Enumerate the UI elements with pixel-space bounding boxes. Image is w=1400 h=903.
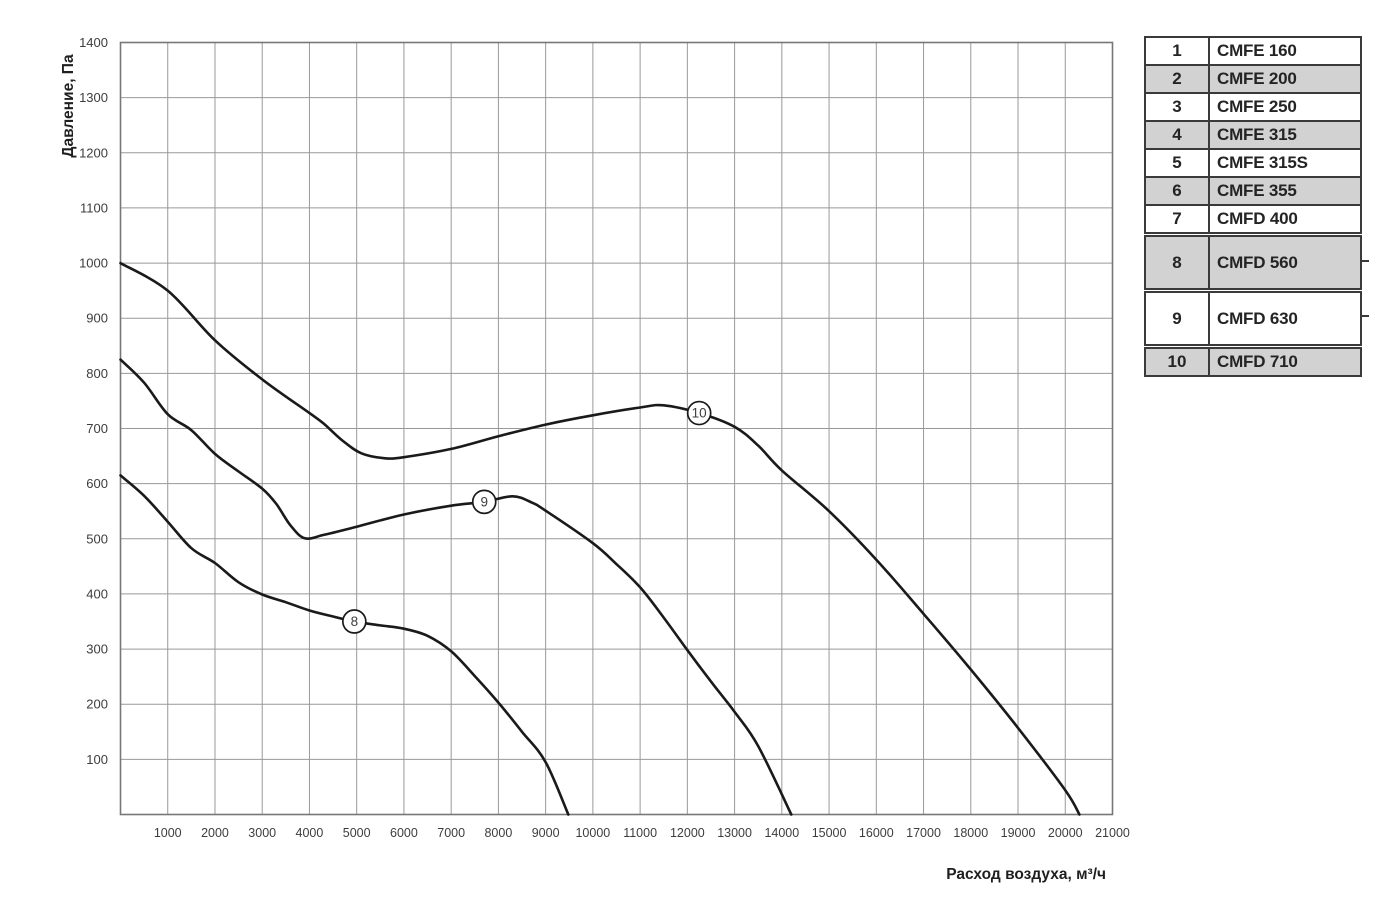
x-tick-label: 15000 [812, 826, 847, 840]
plot-border [119, 41, 1114, 816]
curve-marker-label-9: 9 [480, 494, 488, 509]
curve-10 [119, 261, 1081, 816]
y-tick-label: 1200 [79, 145, 108, 160]
legend-row-number: 6 [1172, 181, 1182, 200]
y-tick-label: 900 [86, 311, 108, 326]
legend-row: 7 CMFD 400 [1144, 204, 1362, 234]
x-tick-label: 16000 [859, 826, 894, 840]
model-legend-table: 1 CMFE 160 2 CMFE 200 3 CMFE 250 4 CMFE 315 5 CMF… [1144, 36, 1362, 377]
x-tick-label: 18000 [953, 826, 988, 840]
legend-row: 10 CMFD 710 [1144, 347, 1362, 377]
legend-row-model: CMFE 160 [1208, 38, 1360, 64]
legend-row-number: 7 [1172, 209, 1182, 228]
x-tick-label: 7000 [437, 826, 465, 840]
y-tick-label: 400 [86, 586, 108, 601]
legend-row-model: CMFD 710 [1208, 349, 1360, 375]
curve-marker-circle-10 [686, 400, 712, 426]
legend-row: 4 CMFE 315 [1144, 120, 1362, 150]
curve-marker-circle-9 [471, 489, 497, 515]
y-tick-label: 1300 [79, 90, 108, 105]
x-tick-label: 9000 [532, 826, 560, 840]
x-tick-label: 17000 [906, 826, 941, 840]
legend-row-number: 9 [1172, 308, 1182, 328]
legend-row-number: 5 [1172, 153, 1182, 172]
x-axis-title: Расход воздуха, м³/ч [946, 866, 1106, 883]
legend-row-model: CMFE 315S [1208, 150, 1360, 176]
x-tick-label: 8000 [484, 826, 512, 840]
x-tick-label: 14000 [764, 826, 799, 840]
legend-right-tick [1360, 260, 1369, 262]
y-tick-label: 1000 [79, 256, 108, 271]
x-tick-label: 2000 [201, 826, 229, 840]
curve-9 [119, 358, 793, 816]
legend-row: 3 CMFE 250 [1144, 92, 1362, 122]
x-tick-label: 11000 [623, 826, 657, 840]
x-tick-label: 13000 [717, 826, 752, 840]
y-tick-label: 300 [86, 642, 108, 657]
legend-row: 9 CMFD 630 [1144, 291, 1362, 346]
legend-row-number: 4 [1172, 125, 1182, 144]
y-tick-label: 500 [86, 531, 108, 546]
x-tick-label: 4000 [296, 826, 324, 840]
y-axis-title: Давление, Па [60, 54, 77, 158]
x-tick-label: 20000 [1048, 826, 1083, 840]
legend-row: 2 CMFE 200 [1144, 64, 1362, 94]
y-tick-label: 700 [86, 421, 108, 436]
legend-row-number: 10 [1167, 352, 1187, 371]
y-tick-label: 600 [86, 476, 108, 491]
x-tick-label: 1000 [154, 826, 182, 840]
y-tick-label: 800 [86, 366, 108, 381]
y-tick-label: 200 [86, 697, 108, 712]
x-tick-label: 12000 [670, 826, 705, 840]
legend-right-tick [1360, 315, 1369, 317]
x-tick-label: 5000 [343, 826, 371, 840]
legend-row: 5 CMFE 315S [1144, 148, 1362, 178]
x-tick-label: 21000 [1095, 826, 1130, 840]
legend-row-model: CMFD 630 [1208, 293, 1360, 344]
curve-marker-circle-8 [341, 609, 367, 634]
legend-row-model: CMFE 315 [1208, 122, 1360, 148]
y-tick-label: 100 [86, 752, 108, 767]
curve-marker-label-10: 10 [692, 406, 707, 421]
x-tick-label: 19000 [1001, 826, 1036, 840]
x-tick-label: 10000 [575, 826, 610, 840]
legend-row-number: 1 [1172, 41, 1182, 60]
legend-row-model: CMFE 250 [1208, 94, 1360, 120]
legend-row-model: CMFD 560 [1208, 237, 1360, 288]
legend-row: 8 CMFD 560 [1144, 235, 1362, 290]
x-tick-label: 3000 [248, 826, 276, 840]
curve-8 [119, 474, 570, 816]
legend-row-number: 2 [1172, 69, 1182, 88]
legend-row: 6 CMFE 355 [1144, 176, 1362, 206]
x-tick-label: 6000 [390, 826, 418, 840]
y-tick-label: 1100 [80, 200, 108, 215]
legend-row: 1 CMFE 160 [1144, 36, 1362, 66]
legend-row-model: CMFE 355 [1208, 178, 1360, 204]
y-tick-label: 1400 [79, 35, 108, 50]
legend-row-number: 3 [1172, 97, 1182, 116]
legend-row-model: CMFD 400 [1208, 206, 1360, 232]
curve-marker-label-8: 8 [351, 614, 359, 629]
legend-row-model: CMFE 200 [1208, 66, 1360, 92]
legend-row-number: 8 [1172, 252, 1182, 272]
